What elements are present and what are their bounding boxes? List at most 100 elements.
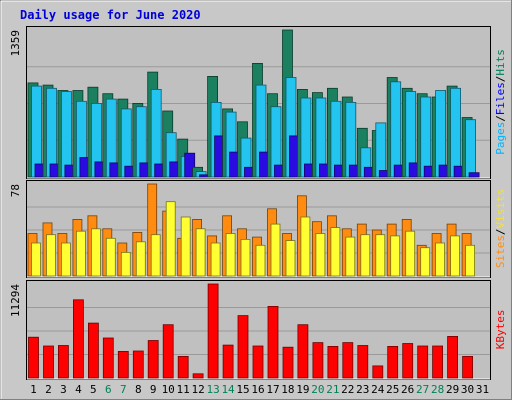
x-tick-label: 20 — [311, 383, 324, 396]
bar-sites — [375, 234, 386, 277]
axis-label-sites: Sites — [494, 235, 507, 268]
bar-sites — [450, 235, 461, 277]
bar-kbytes — [88, 322, 99, 379]
x-tick-label: 6 — [105, 383, 112, 396]
bar-kbytes — [252, 345, 264, 379]
bar-kbytes — [177, 355, 189, 379]
bar-pages — [468, 172, 480, 178]
y-max-label: 1359 — [9, 30, 22, 57]
x-tick-label: 11 — [177, 383, 190, 396]
x-tick-label: 27 — [416, 383, 429, 396]
chart-title: Daily usage for June 2020 — [20, 8, 201, 22]
x-tick-label: 24 — [371, 383, 385, 396]
axis-label-separator: / — [494, 76, 507, 83]
bar-kbytes — [73, 299, 84, 379]
bar-sites — [465, 244, 476, 277]
bar-sites — [46, 234, 56, 277]
x-tick-label: 21 — [326, 383, 339, 396]
bar-sites — [345, 236, 356, 277]
bar-kbytes — [58, 345, 69, 379]
bar-kbytes — [282, 346, 294, 379]
bar-kbytes — [357, 345, 369, 379]
axis-label-kbytes: KBytes — [494, 310, 507, 350]
x-tick-label: 31 — [476, 383, 489, 396]
bar-kbytes — [237, 315, 249, 379]
bar-kbytes — [432, 345, 444, 379]
bar-kbytes — [222, 344, 234, 379]
axis-label-separator: / — [494, 115, 507, 122]
bar-sites — [195, 228, 206, 277]
bar-files — [450, 87, 462, 178]
bar-pages — [184, 152, 196, 178]
y-max-label: 11294 — [9, 284, 22, 317]
bar-sites — [390, 235, 401, 277]
bar-kbytes — [402, 343, 414, 379]
x-tick-label: 10 — [162, 383, 175, 396]
bar-sites — [285, 240, 296, 277]
bar-kbytes — [267, 305, 279, 379]
bar-files — [435, 90, 447, 178]
bar-sites — [270, 223, 281, 277]
bar-sites — [435, 242, 446, 277]
x-tick-label: 26 — [401, 383, 414, 396]
bar-sites — [420, 247, 431, 277]
bar-sites — [210, 242, 221, 277]
bar-sites — [360, 234, 371, 277]
bar-sites — [31, 242, 41, 277]
bar-kbytes — [372, 365, 384, 379]
bar-kbytes — [207, 283, 219, 379]
x-tick-label: 22 — [341, 383, 354, 396]
x-tick-label: 8 — [135, 383, 142, 396]
x-tick-label: 5 — [90, 383, 97, 396]
x-tick-label: 25 — [386, 383, 399, 396]
x-tick-label: 1 — [30, 383, 37, 396]
bar-sites — [76, 230, 86, 277]
bar-kbytes — [147, 340, 159, 379]
y-max-label: 78 — [9, 184, 22, 197]
bar-sites — [330, 227, 341, 277]
bar-sites — [165, 201, 176, 277]
bar-kbytes — [462, 355, 474, 379]
bar-sites — [180, 216, 191, 277]
bar-kbytes — [43, 345, 54, 379]
bar-sites — [135, 241, 146, 277]
bar-files — [31, 85, 42, 178]
bar-sites — [405, 230, 416, 277]
bar-sites — [315, 233, 326, 277]
bar-sites — [61, 242, 71, 277]
x-tick-label: 7 — [120, 383, 127, 396]
bar-sites — [300, 216, 311, 277]
x-tick-label: 9 — [150, 383, 157, 396]
bar-kbytes — [162, 324, 174, 379]
bar-kbytes — [192, 373, 204, 379]
bar-kbytes — [117, 350, 129, 379]
x-tick-label: 17 — [266, 383, 279, 396]
bar-sites — [120, 251, 131, 277]
x-tick-label: 28 — [431, 383, 444, 396]
bar-files — [375, 122, 387, 178]
bar-files — [465, 119, 477, 178]
axis-label-pages: Pages — [494, 122, 507, 155]
bar-kbytes — [297, 324, 309, 379]
bar-sites — [150, 234, 161, 277]
bar-kbytes — [342, 342, 354, 379]
bar-kbytes — [417, 345, 429, 379]
x-tick-label: 2 — [45, 383, 52, 396]
bar-sites — [255, 244, 266, 277]
bar-kbytes — [102, 337, 114, 379]
bar-files — [420, 96, 432, 178]
x-tick-label: 23 — [356, 383, 369, 396]
x-tick-label: 3 — [60, 383, 67, 396]
axis-label-visits: Visits — [494, 189, 507, 229]
x-tick-label: 12 — [192, 383, 205, 396]
bar-files — [390, 81, 402, 178]
x-tick-label: 15 — [236, 383, 249, 396]
x-tick-label: 14 — [221, 383, 235, 396]
x-tick-label: 18 — [281, 383, 294, 396]
bar-sites — [105, 237, 116, 277]
bar-kbytes — [327, 345, 339, 379]
x-tick-label: 16 — [251, 383, 264, 396]
x-tick-label: 19 — [296, 383, 309, 396]
